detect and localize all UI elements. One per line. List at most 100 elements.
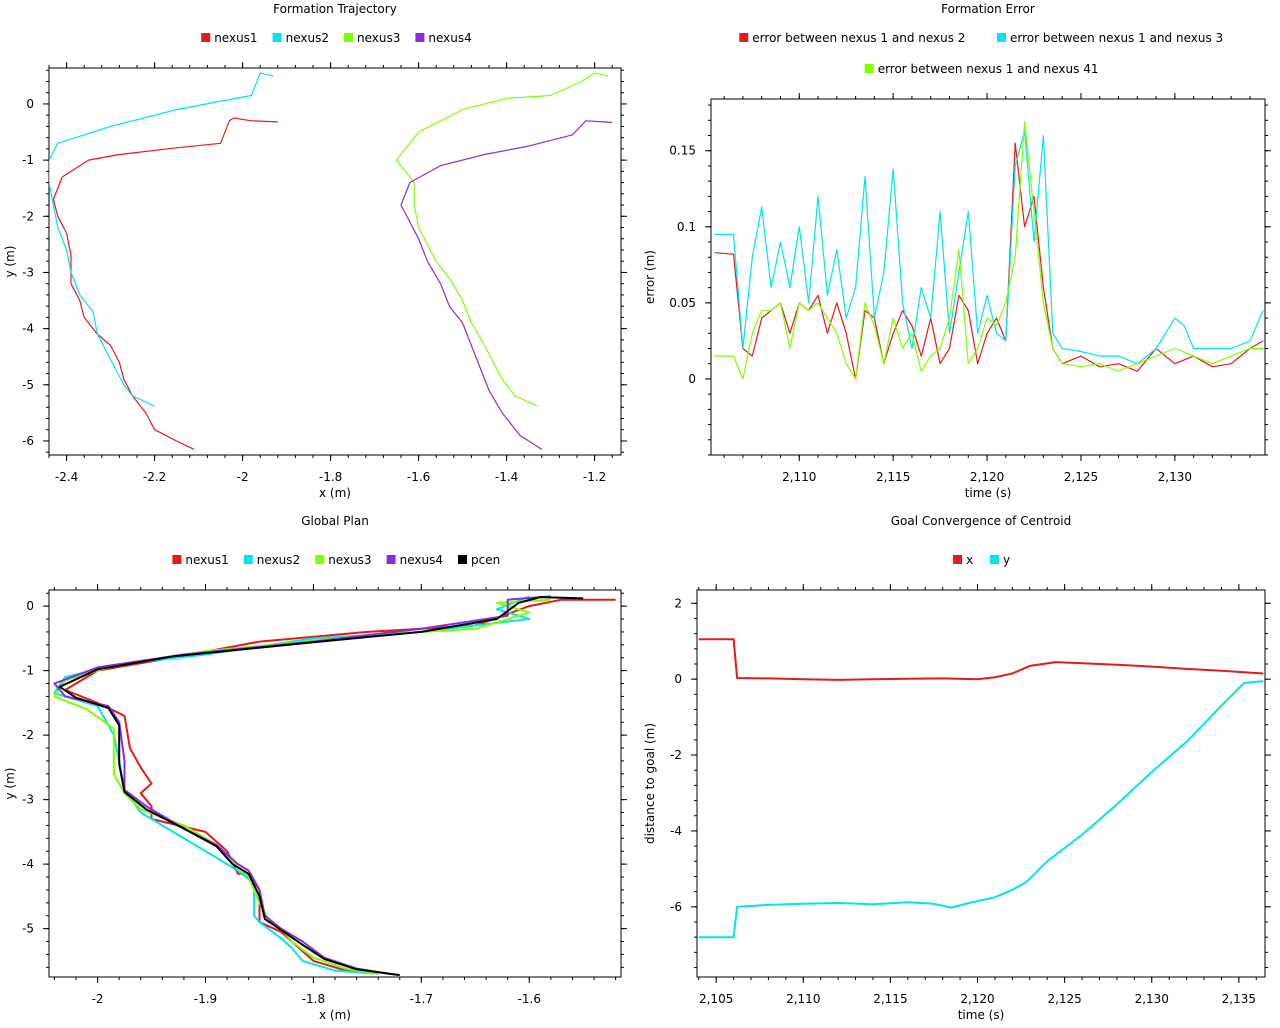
series-line	[53, 595, 531, 975]
x-axis-label: x (m)	[319, 486, 351, 500]
chart-title: Global Plan	[301, 514, 369, 528]
chart-title: Formation Error	[941, 2, 1035, 16]
x-axis-label: time (s)	[958, 1008, 1005, 1022]
x-tick-label: -1.8	[302, 992, 325, 1006]
y-tick-label: -6	[670, 900, 682, 914]
chart-global-plan: Global Plan nexus1 nexus2 nexus3 nexus4 pcen -…	[0, 512, 640, 1024]
legend-swatch	[990, 555, 999, 564]
legend-label: nexus4	[428, 31, 471, 45]
legend-swatch	[415, 33, 425, 42]
x-axis-label: time (s)	[965, 486, 1012, 500]
legend-label: error between nexus 1 and nexus 2	[752, 31, 965, 45]
legend-label: nexus2	[286, 31, 329, 45]
legend-item: error between nexus 1 and nexus 41	[864, 62, 1099, 76]
plot-frame	[696, 589, 1266, 978]
legend-label: nexus1	[185, 553, 228, 567]
x-tick-label: -1.6	[518, 992, 541, 1006]
chart-svg: Formation Trajectory nexus1 nexus2 nexus3 ne…	[3, 2, 627, 500]
x-tick-label: -1.7	[410, 992, 433, 1006]
chart-title: Goal Convergence of Centroid	[891, 514, 1072, 528]
legend-swatch	[272, 33, 282, 42]
y-axis-label: y (m)	[3, 246, 17, 278]
x-tick-label: -1.9	[194, 992, 217, 1006]
legend-item: nexus3	[344, 31, 400, 45]
legend-swatch	[243, 555, 253, 564]
y-tick-label: 0.15	[669, 144, 696, 158]
x-tick-label: 2,135	[1222, 992, 1256, 1006]
x-tick-label: -1.6	[407, 470, 430, 484]
legend-item: error between nexus 1 and nexus 2	[739, 31, 965, 45]
legend-item: nexus4	[415, 31, 472, 45]
legend-item: pcen	[458, 553, 500, 567]
legend-label: error between nexus 1 and nexus 41	[878, 62, 1099, 76]
legend-item: nexus3	[315, 553, 372, 567]
x-tick-label: -1.4	[495, 470, 518, 484]
legend-item: y	[990, 553, 1010, 567]
y-tick-label: -6	[22, 434, 34, 448]
y-tick-label: 0	[674, 672, 682, 686]
series-line	[64, 598, 616, 975]
legend-swatch	[458, 555, 467, 564]
y-axis-label: y (m)	[3, 768, 17, 800]
x-tick-label: 2,130	[1135, 992, 1169, 1006]
series-line	[58, 596, 584, 977]
chart-svg: Goal Convergence of Centroid x y 2,105 2,110…	[643, 514, 1271, 1022]
y-tick-label: 0.05	[669, 296, 696, 310]
legend-swatch	[997, 33, 1006, 42]
y-tick-label: -4	[22, 857, 34, 871]
legend-swatch	[344, 33, 353, 42]
chart-formation-trajectory: Formation Trajectory nexus1 nexus2 nexus3 ne…	[0, 0, 640, 512]
x-tick-label: 2,115	[873, 992, 907, 1006]
series-line	[698, 680, 1264, 939]
x-tick-label: 2,105	[699, 992, 733, 1006]
y-tick-label: -2	[22, 209, 34, 223]
series-line	[714, 130, 1264, 365]
x-tick-label: 2,110	[786, 992, 820, 1006]
chart-svg: Global Plan nexus1 nexus2 nexus3 nexus4 pcen -…	[3, 514, 627, 1022]
legend-item: error between nexus 1 and nexus 3	[997, 31, 1223, 45]
legend-swatch	[201, 33, 211, 42]
legend-item: nexus4	[386, 553, 443, 567]
x-tick-label: 2,115	[876, 470, 910, 484]
y-tick-label: 0	[26, 97, 34, 111]
x-tick-label: -2	[237, 470, 249, 484]
legend-swatch	[172, 555, 182, 564]
chart-formation-error: Formation Error error between nexus 1 and…	[640, 0, 1280, 512]
chart-svg: Formation Error error between nexus 1 and…	[643, 2, 1271, 500]
x-tick-label: 2,120	[960, 992, 994, 1006]
y-tick-label: -4	[670, 824, 682, 838]
legend-label: pcen	[471, 553, 500, 567]
series-line	[714, 142, 1264, 380]
legend-label: nexus3	[357, 31, 400, 45]
legend-label: nexus3	[328, 553, 371, 567]
x-tick-label: -2.2	[143, 470, 166, 484]
y-tick-label: -5	[22, 378, 34, 392]
x-tick-label: -2	[92, 992, 104, 1006]
legend-swatch	[315, 555, 325, 564]
y-tick-label: 0.1	[677, 220, 696, 234]
y-tick-label: -3	[22, 793, 34, 807]
legend-item: nexus2	[243, 553, 300, 567]
series-line	[698, 638, 1264, 681]
y-tick-label: -2	[22, 728, 34, 742]
y-axis-label: distance to goal (m)	[643, 723, 657, 844]
legend-swatch	[953, 555, 963, 564]
x-tick-label: 2,110	[782, 470, 816, 484]
x-tick-label: -1.2	[583, 470, 606, 484]
x-tick-label: -2.4	[55, 470, 78, 484]
chart-goal-convergence: Goal Convergence of Centroid x y 2,105 2,110…	[640, 512, 1280, 1024]
x-tick-label: 2,120	[970, 470, 1004, 484]
y-axis-label: error (m)	[643, 250, 657, 304]
y-tick-label: -1	[22, 664, 34, 678]
x-axis-label: x (m)	[319, 1008, 351, 1022]
legend-label: nexus2	[257, 553, 300, 567]
legend-item: nexus1	[201, 31, 258, 45]
legend-item: nexus1	[172, 553, 229, 567]
legend-swatch	[386, 555, 396, 564]
series-line	[49, 72, 274, 407]
legend-label: y	[1003, 553, 1010, 567]
series-line	[53, 595, 551, 975]
legend-item: nexus2	[272, 31, 329, 45]
legend-label: error between nexus 1 and nexus 3	[1010, 31, 1223, 45]
x-tick-label: 2,130	[1158, 470, 1192, 484]
